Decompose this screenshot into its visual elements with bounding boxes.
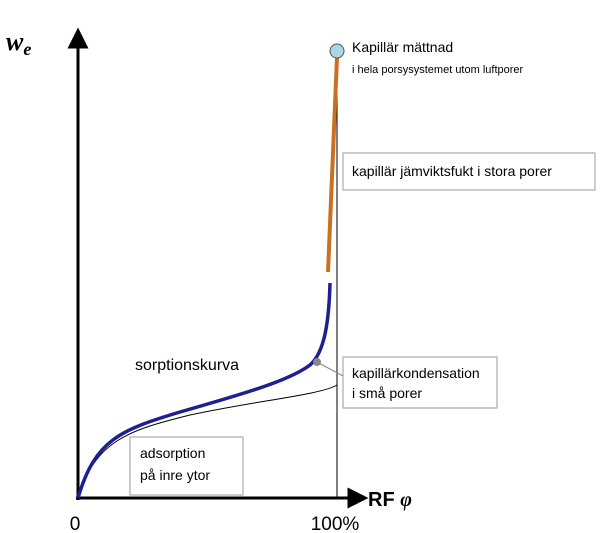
x-start: 0: [70, 514, 81, 533]
adsorption-box: [129, 436, 244, 496]
saturation-point: [329, 43, 345, 59]
connector-dot: [313, 358, 321, 366]
condensation-label: i små porer: [352, 385, 422, 401]
large-pores-label: kapillär jämviktsfukt i stora porer: [352, 163, 552, 179]
connector: [316, 361, 344, 377]
x-end: 100%: [311, 514, 360, 533]
curve-label: sorptionskurva: [135, 357, 239, 374]
adsorption-label: på inre ytor: [140, 467, 210, 483]
sorption-curve: [76, 282, 332, 499]
x-label: RF φ: [368, 489, 412, 511]
condensation-box: [342, 356, 498, 409]
capillary-line: [326, 56, 339, 273]
saturation-title: Kapillär mättnad: [352, 39, 453, 55]
large-pores-box: [342, 152, 596, 191]
desorption-curve: [77, 384, 338, 499]
adsorption-label: adsorption: [140, 445, 205, 461]
y-label: we: [6, 27, 31, 59]
condensation-label: kapillärkondensation: [352, 365, 480, 381]
saturation-subtitle: i hela porsysystemet utom luftporer: [352, 64, 524, 76]
